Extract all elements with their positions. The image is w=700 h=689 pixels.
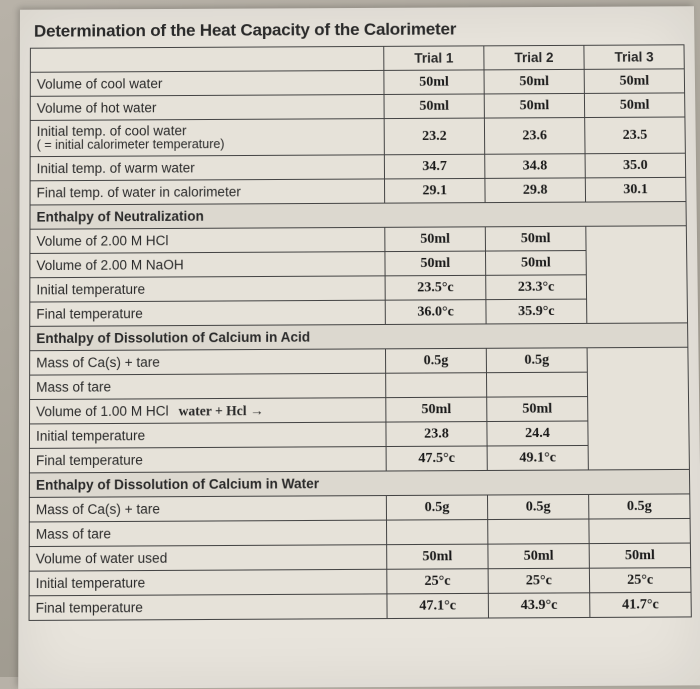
- row-label: Volume of cool water: [30, 70, 384, 96]
- cell: 50ml: [487, 397, 588, 422]
- row-label: Initial temperature: [29, 422, 386, 448]
- cell: 50ml: [488, 544, 590, 569]
- cell: 35.0: [585, 153, 686, 178]
- cell: 23.5: [585, 117, 686, 154]
- cell: 0.5g: [386, 495, 487, 520]
- cell: 25°c: [589, 568, 691, 593]
- cell: 29.8: [485, 178, 586, 203]
- row-label: Initial temp. of warm water: [30, 155, 384, 181]
- cell: 0.5g: [385, 348, 486, 373]
- cell: [386, 373, 487, 398]
- table-row: Volume of 2.00 M HCl 50ml 50ml: [30, 226, 687, 254]
- blank-header: [30, 46, 383, 72]
- cell: 24.4: [487, 421, 588, 446]
- cell: 25°c: [387, 569, 489, 594]
- table-row: Volume of hot water 50ml 50ml 50ml: [30, 93, 685, 121]
- cell: 23.8: [386, 422, 487, 447]
- cell: 35.9°c: [486, 299, 587, 324]
- cell: [486, 372, 587, 397]
- row-label: Volume of 2.00 M NaOH: [30, 252, 385, 278]
- trial1-header: Trial 1: [384, 46, 484, 71]
- table-row: Volume of cool water 50ml 50ml 50ml: [30, 69, 684, 96]
- cell: 23.6: [484, 118, 585, 155]
- cell: 50ml: [485, 226, 586, 251]
- cell: 43.9°c: [488, 593, 590, 618]
- cell: 23.3°c: [486, 275, 587, 300]
- cell: 41.7°c: [590, 592, 692, 617]
- row-label: Mass of tare: [30, 373, 386, 399]
- row-label: Final temp. of water in calorimeter: [30, 179, 385, 205]
- trial3-header: Trial 3: [584, 45, 684, 70]
- trial2-header: Trial 2: [484, 45, 584, 70]
- data-table: Trial 1 Trial 2 Trial 3 Volume of cool w…: [29, 44, 692, 621]
- row-label: Volume of 2.00 M HCl: [30, 227, 385, 253]
- cell: 50ml: [385, 251, 486, 276]
- cell: 50ml: [584, 69, 684, 94]
- row-label: Final temperature: [30, 300, 386, 326]
- table-row: Mass of Ca(s) + tare 0.5g 0.5g: [30, 347, 689, 375]
- cell: 50ml: [384, 94, 484, 119]
- row-label: Mass of tare: [29, 520, 386, 546]
- section-header: Enthalpy of Dissolution of Calcium in Ac…: [30, 323, 688, 351]
- page-title: Determination of the Heat Capacity of th…: [30, 16, 685, 47]
- section-title: Enthalpy of Dissolution of Calcium in Ac…: [30, 323, 688, 351]
- row-label: Initial temp. of cool water ( = initial …: [30, 119, 384, 157]
- cell: 49.1°c: [487, 445, 588, 470]
- cell: 25°c: [488, 568, 590, 593]
- cell: 34.7: [384, 154, 485, 179]
- cell: 0.5g: [589, 494, 690, 519]
- cell: 23.5°c: [385, 275, 486, 300]
- cell: 50ml: [384, 70, 484, 95]
- cell: 36.0°c: [385, 300, 486, 325]
- cell: [589, 518, 691, 543]
- empty-trial3: [587, 347, 689, 470]
- row-label: Volume of water used: [29, 545, 387, 571]
- row-label: Final temperature: [29, 594, 387, 621]
- cell: 50ml: [584, 93, 685, 118]
- empty-trial3: [586, 226, 688, 324]
- cell: 50ml: [485, 251, 586, 276]
- table-row: Final temperature 47.1°c 43.9°c 41.7°c: [29, 592, 691, 620]
- cell: 50ml: [484, 69, 584, 94]
- cell: 47.1°c: [387, 593, 489, 618]
- cell: 47.5°c: [386, 446, 487, 471]
- table-row: Mass of tare: [29, 518, 690, 546]
- table-row: Initial temp. of cool water ( = initial …: [30, 117, 685, 157]
- cell: 0.5g: [486, 348, 587, 373]
- cell: 30.1: [585, 177, 686, 202]
- worksheet-page: Determination of the Heat Capacity of th…: [18, 6, 700, 689]
- cell: 23.2: [384, 118, 485, 155]
- cell: 50ml: [385, 227, 486, 252]
- table-row: Mass of Ca(s) + tare 0.5g 0.5g 0.5g: [29, 494, 690, 522]
- label-main: Volume of 1.00 M HCl: [36, 403, 169, 419]
- row-label: Mass of Ca(s) + tare: [29, 496, 386, 522]
- cell: [386, 520, 487, 545]
- label-sub: ( = initial calorimeter temperature): [37, 137, 378, 153]
- table-row: Initial temp. of warm water 34.7 34.8 35…: [30, 153, 686, 181]
- cell: 50ml: [386, 397, 487, 422]
- row-label: Volume of hot water: [30, 94, 384, 120]
- table-row: Final temp. of water in calorimeter 29.1…: [30, 177, 686, 205]
- cell: [488, 519, 589, 544]
- row-label: Initial temperature: [29, 569, 387, 596]
- cell: 50ml: [387, 544, 488, 569]
- table-row: Volume of water used 50ml 50ml 50ml: [29, 543, 691, 571]
- header-row: Trial 1 Trial 2 Trial 3: [30, 45, 684, 72]
- row-label: Volume of 1.00 M HCl water + Hcl →: [30, 398, 386, 424]
- row-label: Final temperature: [29, 447, 386, 473]
- cell: 34.8: [485, 154, 586, 179]
- section-header: Enthalpy of Dissolution of Calcium in Wa…: [29, 469, 689, 497]
- handwritten-note: water + Hcl →: [178, 402, 263, 418]
- table-row: Initial temperature 25°c 25°c 25°c: [29, 568, 691, 596]
- cell: 50ml: [484, 93, 584, 118]
- section-header: Enthalpy of Neutralization: [30, 202, 686, 230]
- section-title: Enthalpy of Neutralization: [30, 202, 686, 230]
- cell: 0.5g: [487, 494, 588, 519]
- cell: 29.1: [384, 178, 485, 203]
- section-title: Enthalpy of Dissolution of Calcium in Wa…: [29, 469, 689, 497]
- row-label: Mass of Ca(s) + tare: [30, 349, 386, 375]
- cell: 50ml: [589, 543, 691, 568]
- row-label: Initial temperature: [30, 276, 385, 302]
